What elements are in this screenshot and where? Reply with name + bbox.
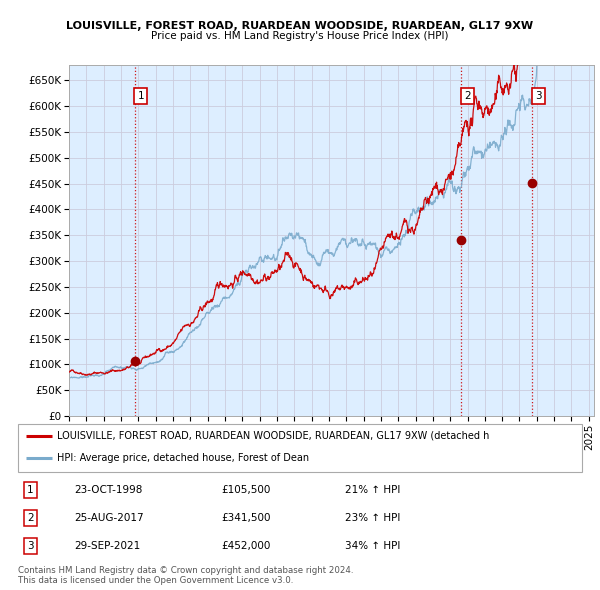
- Text: Contains HM Land Registry data © Crown copyright and database right 2024.
This d: Contains HM Land Registry data © Crown c…: [18, 566, 353, 585]
- Text: £452,000: £452,000: [221, 541, 271, 551]
- Text: 34% ↑ HPI: 34% ↑ HPI: [345, 541, 400, 551]
- Text: 2: 2: [464, 91, 470, 101]
- Text: 23% ↑ HPI: 23% ↑ HPI: [345, 513, 400, 523]
- Text: 29-SEP-2021: 29-SEP-2021: [74, 541, 140, 551]
- Text: LOUISVILLE, FOREST ROAD, RUARDEAN WOODSIDE, RUARDEAN, GL17 9XW: LOUISVILLE, FOREST ROAD, RUARDEAN WOODSI…: [67, 21, 533, 31]
- Text: £105,500: £105,500: [221, 485, 271, 495]
- Text: 3: 3: [27, 541, 34, 551]
- Text: 1: 1: [27, 485, 34, 495]
- Text: HPI: Average price, detached house, Forest of Dean: HPI: Average price, detached house, Fore…: [58, 454, 310, 464]
- Text: 1: 1: [137, 91, 144, 101]
- Text: 3: 3: [535, 91, 542, 101]
- Text: 21% ↑ HPI: 21% ↑ HPI: [345, 485, 400, 495]
- Text: LOUISVILLE, FOREST ROAD, RUARDEAN WOODSIDE, RUARDEAN, GL17 9XW (detached h: LOUISVILLE, FOREST ROAD, RUARDEAN WOODSI…: [58, 431, 490, 441]
- Text: Price paid vs. HM Land Registry's House Price Index (HPI): Price paid vs. HM Land Registry's House …: [151, 31, 449, 41]
- Text: 23-OCT-1998: 23-OCT-1998: [74, 485, 143, 495]
- Text: 2: 2: [27, 513, 34, 523]
- FancyBboxPatch shape: [18, 424, 582, 472]
- Text: £341,500: £341,500: [221, 513, 271, 523]
- Text: 25-AUG-2017: 25-AUG-2017: [74, 513, 144, 523]
